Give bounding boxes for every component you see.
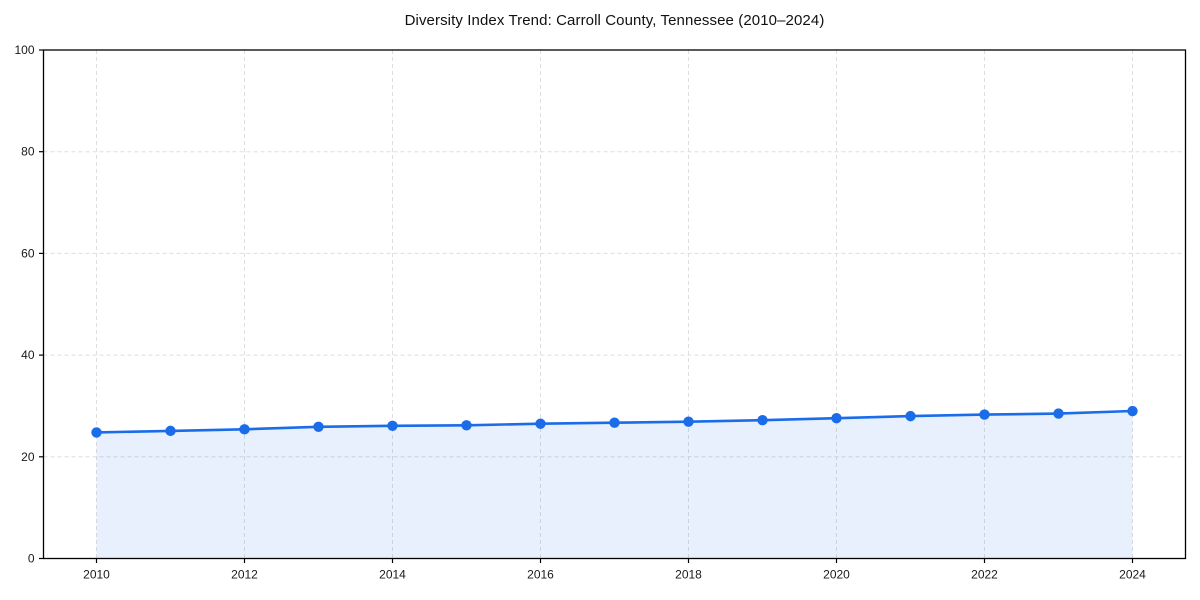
- data-point: [905, 410, 916, 422]
- x-axis-tick-label: 2018: [675, 568, 702, 582]
- x-axis-tick-label: 2012: [231, 568, 258, 582]
- data-point: [757, 414, 768, 426]
- y-axis-tick-label: 0: [28, 552, 35, 566]
- series-area-fill: [96, 411, 1133, 559]
- data-point: [683, 416, 694, 427]
- x-axis-tick-label: 2016: [527, 568, 554, 582]
- data-point: [609, 417, 620, 428]
- x-axis-tick-label: 2020: [823, 568, 850, 582]
- data-point: [1053, 408, 1064, 419]
- chart-title: Diversity Index Trend: Carroll County, T…: [404, 12, 825, 29]
- x-axis-tick-label: 2014: [379, 568, 406, 582]
- data-point: [979, 409, 990, 420]
- x-axis-tick-label: 2024: [1119, 568, 1146, 582]
- y-axis-tick-label: 100: [14, 43, 34, 57]
- plot-border: [42, 49, 1187, 560]
- data-point: [535, 418, 546, 429]
- data-point: [831, 412, 842, 424]
- data-point: [91, 427, 102, 438]
- x-axis-tick-label: 2022: [971, 568, 998, 582]
- y-axis-tick-label: 80: [21, 145, 35, 159]
- y-axis-tick-label: 20: [21, 450, 35, 464]
- data-point: [239, 424, 250, 435]
- x-axis-tick-label: 2010: [83, 568, 110, 582]
- data-point: [1127, 405, 1138, 417]
- y-axis-tick-label: 60: [21, 246, 35, 260]
- y-axis-tick-label: 40: [21, 348, 35, 362]
- data-point: [461, 420, 472, 431]
- data-point: [165, 425, 176, 437]
- data-point: [313, 421, 324, 432]
- data-point: [387, 420, 398, 431]
